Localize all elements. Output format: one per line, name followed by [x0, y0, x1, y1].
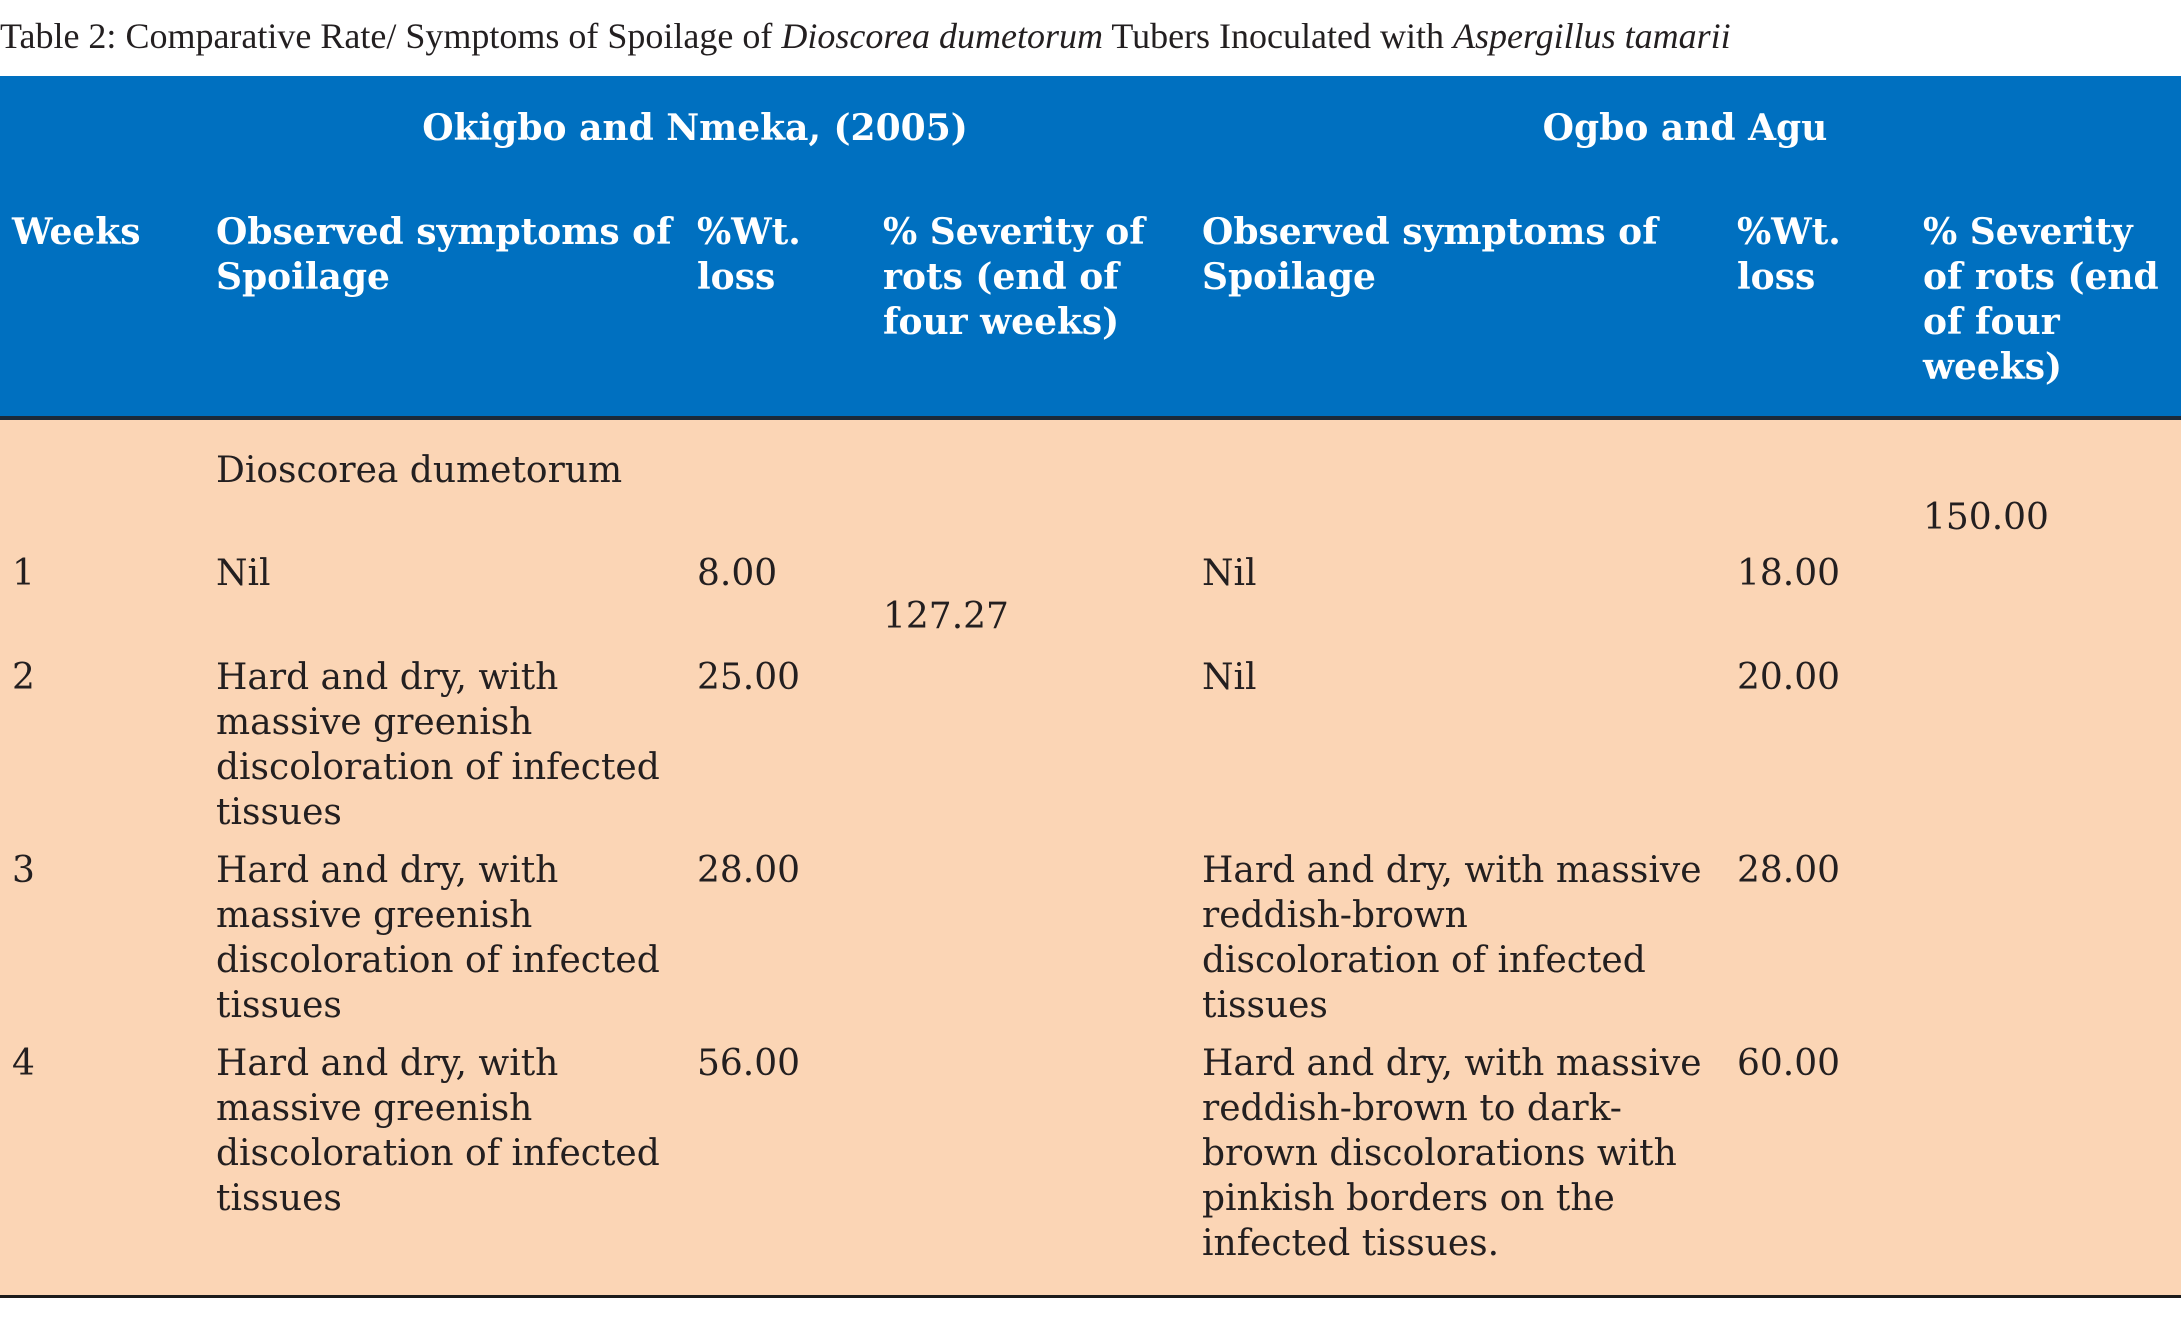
- table-body: Dioscorea dumetorum 127.27 150.00 1 Nil …: [0, 420, 2181, 1298]
- column-header-symptoms-right: Observed symptoms of Spoilage: [1202, 211, 1658, 298]
- column-header-wt-right: %Wt. loss: [1737, 211, 1841, 298]
- group-header-ogbo: Ogbo and Agu: [1542, 107, 1828, 149]
- row-2-wt-left: 25.00: [697, 657, 801, 698]
- species-subheading: Dioscorea dumetorum: [216, 450, 623, 491]
- row-2-week: 2: [12, 657, 35, 698]
- row-1-symptoms-right: Nil: [1202, 553, 1257, 594]
- column-header-weeks: Weeks: [12, 211, 141, 253]
- table-caption: Table 2: Comparative Rate/ Symptoms of S…: [0, 10, 1731, 62]
- group-header-okigbo: Okigbo and Nmeka, (2005): [422, 107, 968, 149]
- row-2-symptoms-right: Nil: [1202, 657, 1257, 698]
- caption-fungus: Aspergillus tamarii: [1452, 16, 1731, 56]
- row-4-symptoms-left: Hard and dry, with massive greenish disc…: [216, 1043, 660, 1219]
- row-4-week: 4: [12, 1043, 35, 1084]
- row-3-week: 3: [12, 850, 35, 891]
- row-4-wt-left: 56.00: [697, 1043, 801, 1084]
- row-3-wt-right: 28.00: [1737, 850, 1841, 891]
- column-header-wt-left: %Wt. loss: [697, 211, 801, 298]
- severity-value-right: 150.00: [1923, 497, 2049, 538]
- row-3-symptoms-right: Hard and dry, with massive reddish-brown…: [1202, 850, 1702, 1026]
- row-2-wt-right: 20.00: [1737, 657, 1841, 698]
- column-header-symptoms-left: Observed symptoms of Spoilage: [216, 211, 672, 298]
- table-header: Okigbo and Nmeka, (2005) Ogbo and Agu We…: [0, 76, 2181, 420]
- row-3-symptoms-left: Hard and dry, with massive greenish disc…: [216, 850, 660, 1026]
- caption-prefix: Table 2: Comparative Rate/ Symptoms of S…: [0, 16, 782, 56]
- column-header-severity-left: % Severity of rots (end of four weeks): [883, 211, 1145, 343]
- row-1-wt-left: 8.00: [697, 553, 778, 594]
- caption-middle: Tubers Inoculated with: [1103, 16, 1453, 56]
- spoilage-table: Okigbo and Nmeka, (2005) Ogbo and Agu We…: [0, 76, 2181, 1298]
- row-3-wt-left: 28.00: [697, 850, 801, 891]
- row-4-wt-right: 60.00: [1737, 1043, 1841, 1084]
- row-4-symptoms-right: Hard and dry, with massive reddish-brown…: [1202, 1043, 1702, 1264]
- caption-species: Dioscorea dumetorum: [781, 16, 1103, 56]
- row-2-symptoms-left: Hard and dry, with massive greenish disc…: [216, 657, 660, 833]
- row-1-symptoms-left: Nil: [216, 553, 271, 594]
- severity-value-left: 127.27: [883, 596, 1009, 637]
- column-header-severity-right: % Severity of rots (end of four weeks): [1923, 211, 2159, 388]
- row-1-week: 1: [12, 553, 35, 594]
- row-1-wt-right: 18.00: [1737, 553, 1841, 594]
